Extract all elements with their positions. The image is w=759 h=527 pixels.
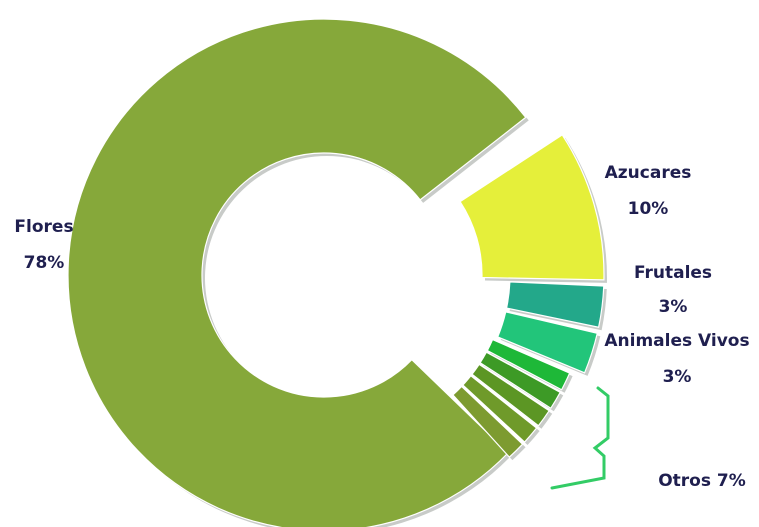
slice-frutales xyxy=(505,281,605,328)
label-otros: Otros 7% xyxy=(658,471,746,491)
slice-otros-3 xyxy=(471,363,551,427)
slice-flores xyxy=(67,18,527,527)
label-azucares-name: Azucares xyxy=(605,163,692,183)
label-flores-name: Flores xyxy=(14,217,73,237)
slice-azucares xyxy=(459,134,605,281)
otros-bracket xyxy=(550,386,610,490)
label-animales-vivos-name: Animales Vivos xyxy=(604,331,749,351)
slice-otros-2 xyxy=(479,351,562,410)
label-animales-vivos-value: 3% xyxy=(663,367,692,387)
label-azucares-value: 10% xyxy=(628,199,669,219)
label-frutales-name: Frutales xyxy=(634,263,712,283)
slice-animales-vivos xyxy=(496,311,599,374)
slice-otros-1 xyxy=(486,338,571,391)
label-flores-value: 78% xyxy=(24,253,65,273)
slice-otros-4 xyxy=(462,374,538,443)
label-frutales-value: 3% xyxy=(659,297,688,317)
slice-otros-5 xyxy=(452,385,524,458)
donut-slices xyxy=(67,18,607,527)
chart-labels: Flores 78% Azucares 10% Frutales 3% Anim… xyxy=(14,163,749,491)
